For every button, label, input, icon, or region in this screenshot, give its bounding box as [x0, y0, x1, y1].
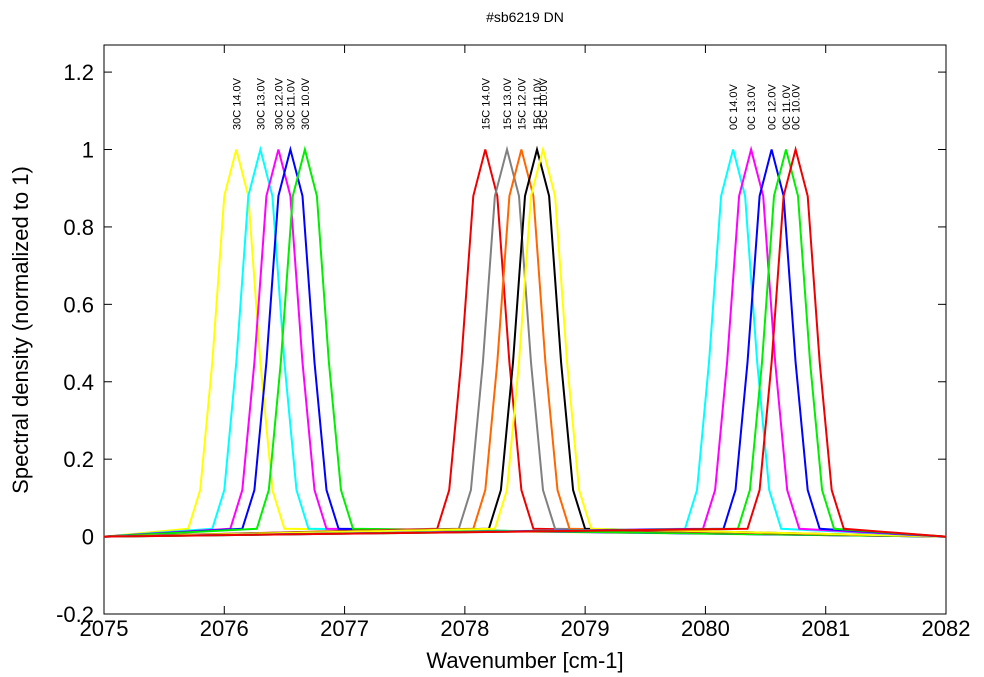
peak-label: 30C 12.0V: [273, 77, 285, 130]
peak-label: 30C 10.0V: [300, 77, 312, 130]
series-line: [103, 149, 947, 538]
x-tick-label: 2080: [681, 616, 730, 641]
peak-label: 0C 10.0V: [791, 83, 803, 130]
series-line: [103, 145, 947, 538]
chart-title: #sb6219 DN: [486, 9, 564, 25]
y-tick-label: 0.8: [63, 215, 94, 240]
series-line: [103, 149, 947, 538]
series-line: [103, 149, 947, 538]
peak-label: 0C 12.0V: [767, 83, 779, 130]
x-tick-label: 2075: [80, 616, 129, 641]
series-line: [103, 145, 947, 538]
series-line: [103, 145, 947, 538]
x-tick-label: 2076: [200, 616, 249, 641]
series-line: [103, 145, 947, 538]
y-tick-label: 0: [82, 525, 94, 550]
x-tick-label: 2077: [320, 616, 369, 641]
y-tick-label: 0.2: [63, 447, 94, 472]
peak-label: 15C 13.0V: [502, 77, 514, 130]
series-line: [103, 145, 947, 538]
peak-label: 0C 11.0V: [781, 84, 793, 130]
peak-label: 15C 11.0V: [532, 78, 544, 130]
series-line: [103, 149, 947, 538]
plot-frame: [103, 44, 947, 615]
peak-label: 15C 12.0V: [516, 77, 528, 130]
peak-label: 30C 13.0V: [255, 77, 267, 130]
y-tick-label: 0.4: [63, 370, 94, 395]
y-tick-label: 1: [82, 138, 94, 163]
peak-label: 30C 14.0V: [231, 77, 243, 130]
series-line: [103, 149, 947, 538]
peak-label: 0C 13.0V: [746, 83, 758, 130]
series-line: [103, 149, 947, 538]
peak-label: 30C 11.0V: [285, 78, 297, 130]
x-axis-label: Wavenumber [cm-1]: [426, 648, 623, 673]
x-tick-label: 2082: [922, 616, 971, 641]
x-tick-label: 2078: [440, 616, 489, 641]
x-tick-label: 2079: [561, 616, 610, 641]
x-tick-label: 2081: [801, 616, 850, 641]
y-axis-label: Spectral density (normalized to 1): [8, 166, 33, 494]
series-line: [103, 149, 947, 538]
peak-label: 15C 14.0V: [480, 77, 492, 130]
series-line: [103, 145, 947, 538]
series-line: [103, 145, 947, 538]
y-tick-label: 1.2: [63, 60, 94, 85]
y-tick-label: 0.6: [63, 292, 94, 317]
peak-label: 0C 14.0V: [728, 83, 740, 130]
series-line: [103, 145, 947, 538]
peak-label: 15C 10.0V: [538, 77, 550, 130]
y-tick-label: -0.2: [56, 602, 94, 627]
